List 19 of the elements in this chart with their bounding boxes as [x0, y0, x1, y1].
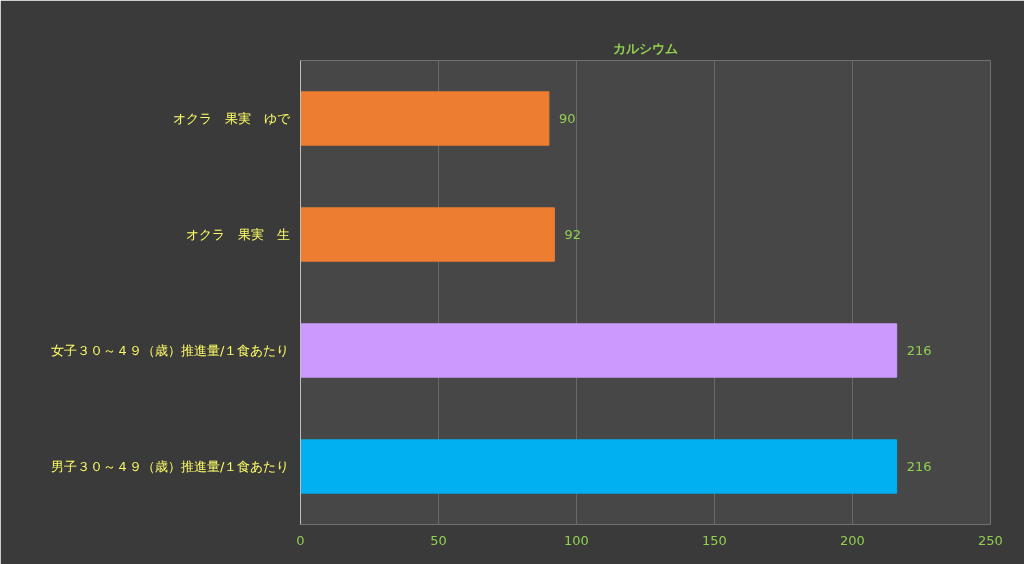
bar — [300, 439, 898, 494]
chart-title: カルシウム — [613, 40, 678, 56]
bar — [300, 207, 555, 262]
y-tick-label: 男子３０～４９（歳）推進量/１食あたり — [51, 459, 290, 474]
bar — [300, 91, 550, 146]
x-tick-label: 50 — [430, 532, 447, 548]
y-tick-label: オクラ 果実 生 — [185, 227, 290, 242]
x-tick-label: 200 — [840, 532, 865, 548]
bar — [300, 323, 898, 378]
data-label: 90 — [558, 111, 576, 126]
x-tick-label: 0 — [296, 532, 305, 548]
data-label: 216 — [906, 343, 932, 358]
data-label: 216 — [906, 459, 932, 474]
x-tick-label: 250 — [978, 532, 1003, 548]
data-label: 92 — [564, 227, 581, 242]
y-tick-label: 女子３０～４９（歳）推進量/１食あたり — [51, 343, 290, 358]
x-tick-label: 100 — [564, 532, 589, 548]
x-tick-label: 150 — [702, 532, 727, 548]
y-tick-label: オクラ 果実 ゆで — [172, 111, 291, 126]
